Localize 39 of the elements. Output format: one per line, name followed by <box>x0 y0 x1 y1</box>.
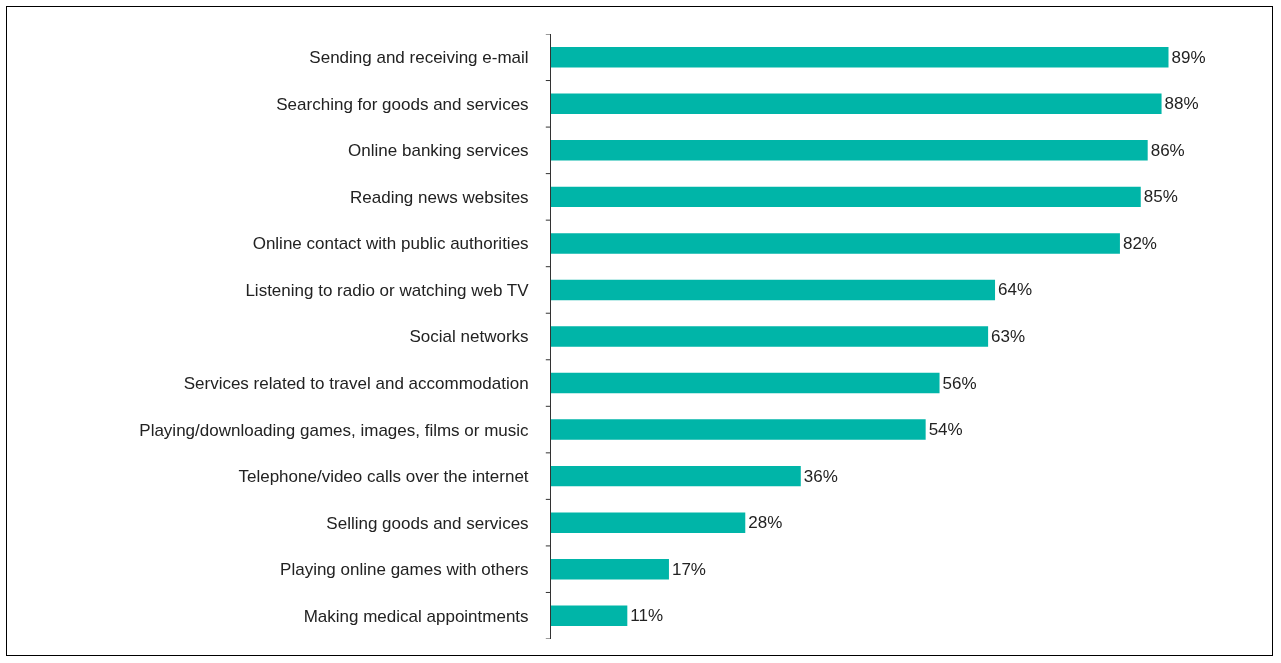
y-tick-label: Making medical appointments <box>303 606 529 626</box>
data-label: 88% <box>1164 94 1199 114</box>
data-label: 54% <box>928 420 963 440</box>
bar <box>551 419 926 440</box>
y-tick-label: Selling goods and services <box>326 513 529 533</box>
bar <box>551 512 746 533</box>
bar <box>551 47 1169 68</box>
y-tick-label: Sending and receiving e-mail <box>309 48 529 68</box>
y-tick-label: Searching for goods and services <box>276 94 529 114</box>
data-label: 28% <box>748 513 783 533</box>
bar <box>551 279 996 301</box>
bar <box>551 326 989 347</box>
y-tick-label: Online contact with public authorities <box>252 234 529 254</box>
bar <box>551 372 940 394</box>
bar <box>551 140 1148 161</box>
data-label: 63% <box>991 327 1026 346</box>
data-label: 85% <box>1143 187 1178 207</box>
y-tick-label: Social networks <box>409 327 529 347</box>
data-label: 56% <box>942 373 977 393</box>
y-tick-label: Services related to travel and accommodation <box>183 373 529 393</box>
bar <box>551 465 801 487</box>
y-tick-label: Reading news websites <box>349 187 529 207</box>
bar <box>551 605 628 626</box>
y-tick-label: Listening to radio or watching web TV <box>245 280 530 300</box>
data-label: 36% <box>803 466 838 486</box>
bar <box>551 93 1162 115</box>
data-label: 17% <box>671 559 706 579</box>
y-tick-label: Playing online games with others <box>280 560 529 580</box>
bar <box>551 186 1141 208</box>
data-label: 64% <box>998 280 1033 300</box>
y-tick-label: Telephone/video calls over the internet <box>238 467 529 487</box>
y-tick-label: Online banking services <box>348 141 529 161</box>
bar <box>551 233 1120 254</box>
data-label: 89% <box>1171 47 1206 67</box>
bar <box>551 558 669 580</box>
data-label: 11% <box>630 606 664 626</box>
data-label: 86% <box>1150 140 1185 160</box>
data-label: 82% <box>1122 233 1157 253</box>
y-tick-label: Playing/downloading games, images, films or music <box>139 420 530 440</box>
